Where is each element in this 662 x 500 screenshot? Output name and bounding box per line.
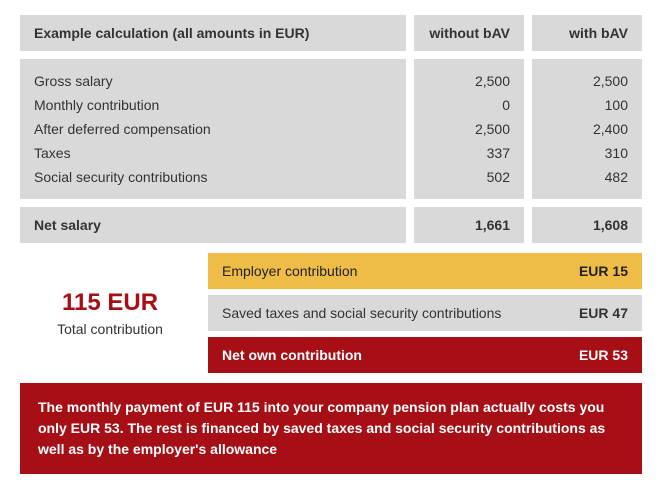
header-col-without: without bAV [414,15,524,51]
row-without: 0 [428,97,510,113]
body-with: 2,500 100 2,400 310 482 [532,59,642,199]
row-with: 310 [546,145,628,161]
row-with: 2,400 [546,121,628,137]
row-with: 482 [546,169,628,185]
row-without: 2,500 [428,73,510,89]
contribution-block: 115 EUR Total contribution Employer cont… [20,253,642,373]
row-label: Gross salary [34,73,392,89]
row-label: After deferred compensation [34,121,392,137]
body-without: 2,500 0 2,500 337 502 [414,59,524,199]
contribution-value: EUR 47 [579,305,628,321]
row-without: 502 [428,169,510,185]
row-label: Social security contributions [34,169,392,185]
contribution-label: Employer contribution [222,263,357,279]
total-label: Total contribution [57,321,163,337]
net-without: 1,661 [414,207,524,243]
header-col-with: with bAV [532,15,642,51]
contribution-value: EUR 53 [579,347,628,363]
net-label: Net salary [20,207,406,243]
contribution-label: Net own contribution [222,347,362,363]
contribution-label: Saved taxes and social security contribu… [222,305,501,321]
contribution-row: Net own contribution EUR 53 [208,337,642,373]
row-with: 2,500 [546,73,628,89]
contribution-rows: Employer contribution EUR 15 Saved taxes a… [208,253,642,373]
footer-note: The monthly payment of EUR 115 into your… [20,383,642,474]
row-label: Taxes [34,145,392,161]
row-without: 2,500 [428,121,510,137]
row-without: 337 [428,145,510,161]
net-row: Net salary 1,661 1,608 [20,207,642,243]
table-header-row: Example calculation (all amounts in EUR)… [20,15,642,51]
total-box: 115 EUR Total contribution [20,253,200,373]
row-label: Monthly contribution [34,97,392,113]
body-labels: Gross salary Monthly contribution After de… [20,59,406,199]
contribution-row: Saved taxes and social security contribu… [208,295,642,331]
net-with: 1,608 [532,207,642,243]
contribution-value: EUR 15 [579,263,628,279]
contribution-row: Employer contribution EUR 15 [208,253,642,289]
header-title: Example calculation (all amounts in EUR) [20,15,406,51]
table-body: Gross salary Monthly contribution After de… [20,59,642,199]
total-value: 115 EUR [62,289,158,317]
row-with: 100 [546,97,628,113]
